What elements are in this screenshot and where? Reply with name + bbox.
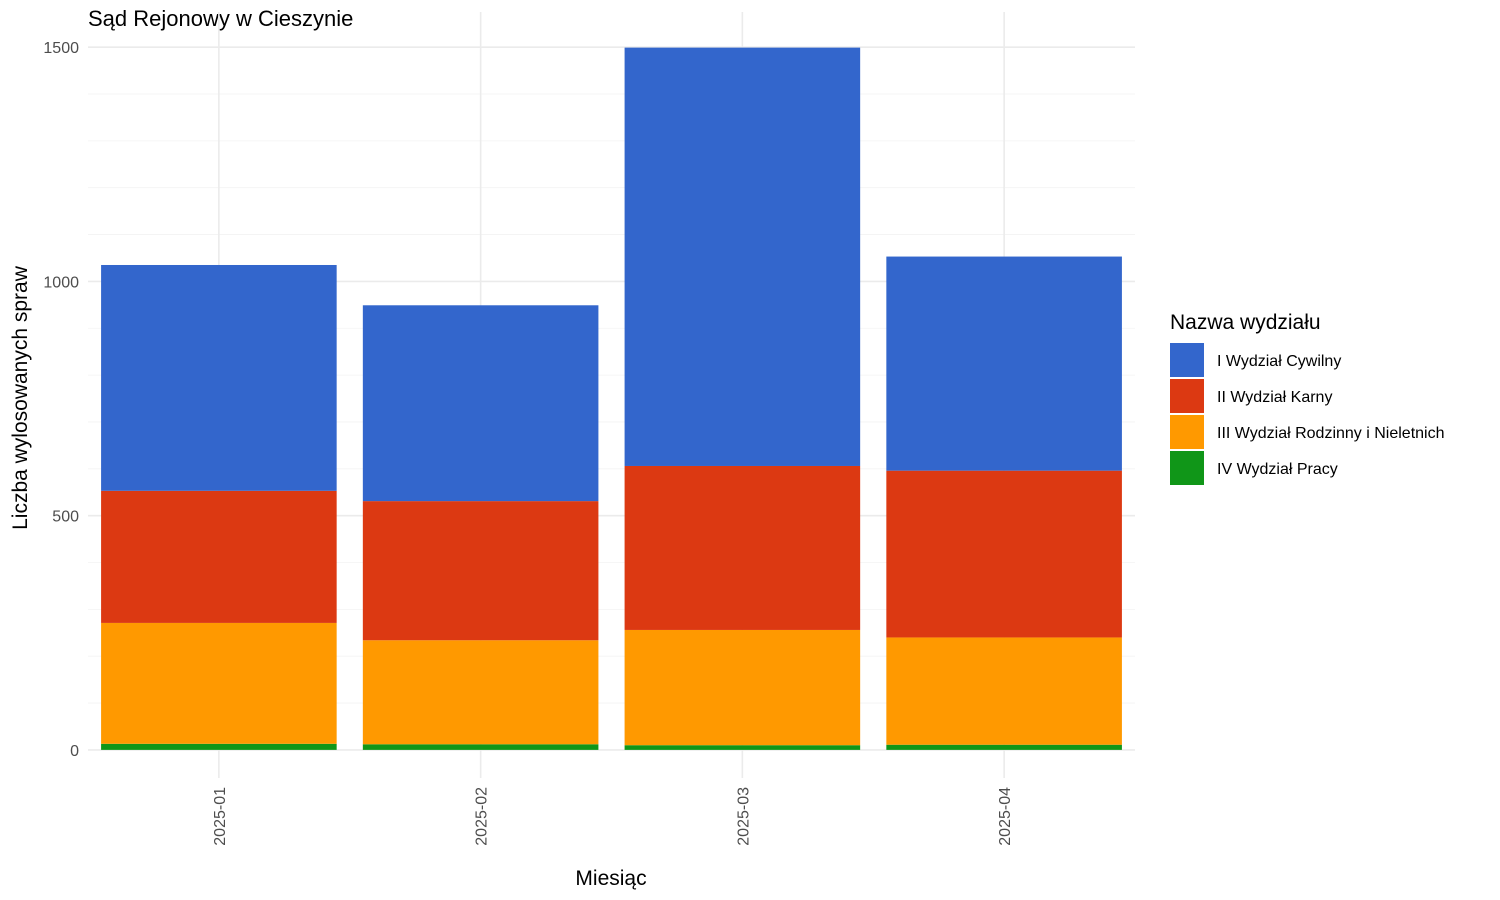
x-tick-label: 2025-03 (735, 787, 752, 846)
bar-2025-01-iv-wydzial-pracy (101, 743, 337, 750)
bar-2025-02-iii-wydzial-rodzinny-i-nieletnich (362, 640, 599, 745)
x-axis-title: Miesiąc (575, 867, 646, 890)
chart-title: Sąd Rejonowy w Cieszynie (88, 6, 353, 31)
y-axis-ticks: 0 500 1000 1500 (43, 40, 79, 760)
legend-label: II Wydział Karny (1217, 389, 1332, 406)
bar-2025-04-ii-wydzial-karny (886, 470, 1122, 638)
legend-swatch (1170, 415, 1204, 449)
bar-2025-04-iv-wydzial-pracy (886, 744, 1122, 750)
legend-title: Nazwa wydziału (1170, 311, 1321, 334)
bar-2025-01-ii-wydzial-karny (101, 490, 337, 623)
bar-2025-03-iv-wydzial-pracy (624, 745, 861, 750)
bar-2025-03-i-wydzial-cywilny (624, 47, 861, 466)
bar-2025-02-i-wydzial-cywilny (362, 305, 599, 502)
bar-2025-03-iii-wydzial-rodzinny-i-nieletnich (624, 629, 861, 746)
bar-2025-04-iii-wydzial-rodzinny-i-nieletnich (886, 637, 1122, 745)
legend-swatch (1170, 451, 1204, 485)
bar-2025-02-ii-wydzial-karny (362, 501, 599, 641)
y-tick-label: 0 (70, 743, 79, 760)
x-axis-ticks: 2025-01 2025-02 2025-03 2025-04 (212, 787, 1014, 846)
legend-swatch (1170, 379, 1204, 413)
x-tick-label: 2025-04 (997, 787, 1014, 846)
bar-2025-01-iii-wydzial-rodzinny-i-nieletnich (101, 622, 337, 744)
bar-2025-01-i-wydzial-cywilny (101, 264, 337, 491)
bar-2025-03-ii-wydzial-karny (624, 465, 861, 630)
bars (101, 47, 1122, 750)
legend-label: IV Wydział Pracy (1217, 461, 1338, 478)
legend-label: III Wydział Rodzinny i Nieletnich (1217, 425, 1445, 442)
bar-2025-02-iv-wydzial-pracy (362, 744, 599, 750)
y-tick-label: 1500 (43, 40, 79, 57)
x-tick-label: 2025-02 (474, 787, 491, 846)
y-tick-label: 500 (52, 509, 79, 526)
bar-2025-04-i-wydzial-cywilny (886, 256, 1122, 471)
x-tick-label: 2025-01 (212, 787, 229, 846)
legend: Nazwa wydziału I Wydział Cywilny II Wydzi… (1170, 311, 1445, 485)
y-tick-label: 1000 (43, 274, 79, 291)
legend-swatch (1170, 343, 1204, 377)
y-axis-title: Liczba wylosowanych spraw (9, 265, 32, 530)
legend-label: I Wydział Cywilny (1217, 353, 1341, 370)
